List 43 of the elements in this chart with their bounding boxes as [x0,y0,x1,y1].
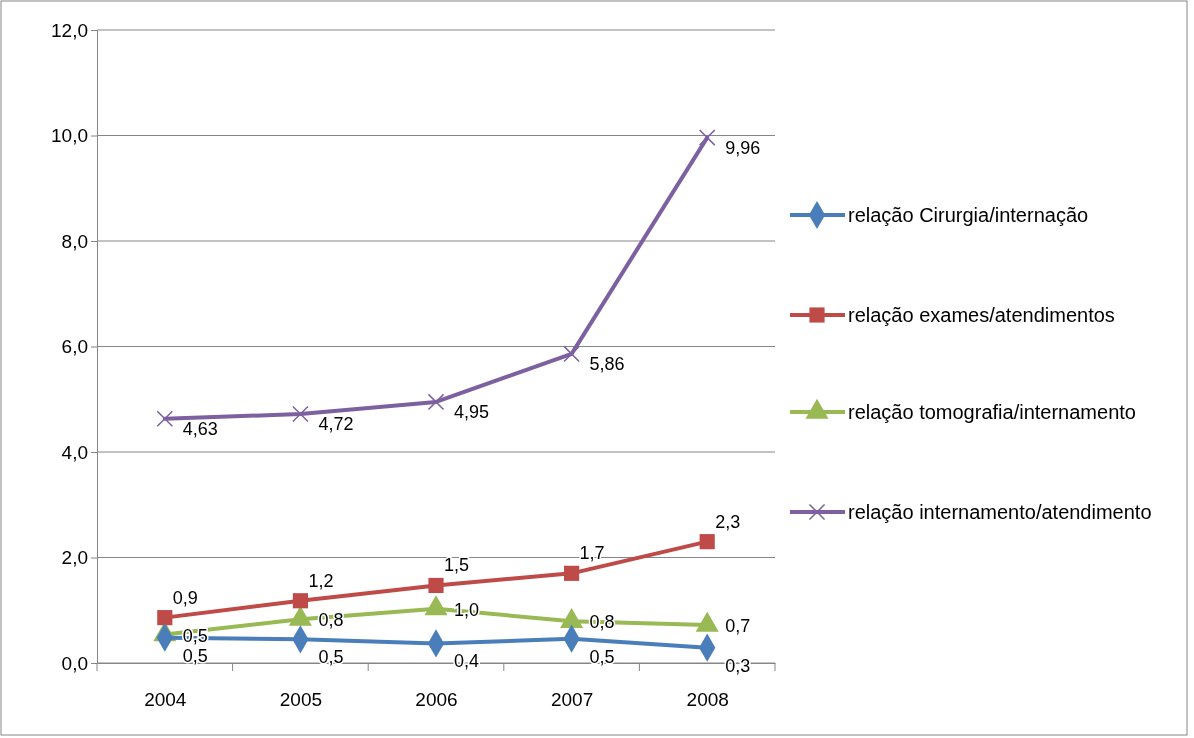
y-tick-label: 6,0 [61,336,88,358]
y-tick-label: 0,0 [61,652,88,674]
data-label: 9,96 [725,137,761,158]
legend-label: relação tomografia/internamento [848,401,1136,423]
data-label: 0,3 [725,655,751,676]
x-tick-label: 2006 [415,689,458,711]
legend-label: relação exames/atendimentos [848,304,1115,326]
y-tick-label: 12,0 [51,19,88,41]
data-label: 5,86 [589,353,625,374]
data-label: 0,5 [318,647,344,668]
point [428,577,444,594]
data-label: 4,63 [182,418,218,439]
point [156,410,174,428]
y-tick-label: 8,0 [61,230,88,252]
data-label: 0,5 [589,646,615,667]
data-label: 0,5 [182,645,208,666]
data-label: 2,3 [715,511,741,532]
x-tick-label: 2007 [550,689,594,711]
data-label: 0,4 [454,651,480,672]
y-tick-label: 10,0 [51,125,88,147]
legend-label: relação internamento/atendimento [848,501,1152,523]
x-tick-label: 2005 [279,689,323,711]
point [699,534,715,550]
y-tick-label: 2,0 [61,547,88,569]
data-label: 0,9 [172,587,198,608]
point [292,593,308,609]
y-tick-label: 4,0 [61,441,88,463]
point [563,345,580,363]
point [698,129,716,146]
data-label: 4,95 [454,401,490,422]
point [564,565,580,581]
x-tick-label: 2004 [144,689,187,711]
data-label: 1,0 [454,599,480,620]
data-label: 4,72 [318,414,354,435]
point [292,405,309,423]
x-tick-label: 2008 [686,689,729,711]
point [157,610,173,626]
data-label: 0,7 [725,616,751,637]
legend-label: relação Cirurgia/internação [848,204,1089,226]
data-label: 1,7 [579,543,605,564]
data-label: 1,2 [308,570,334,591]
data-label: 1,5 [444,555,470,576]
point [427,393,445,411]
